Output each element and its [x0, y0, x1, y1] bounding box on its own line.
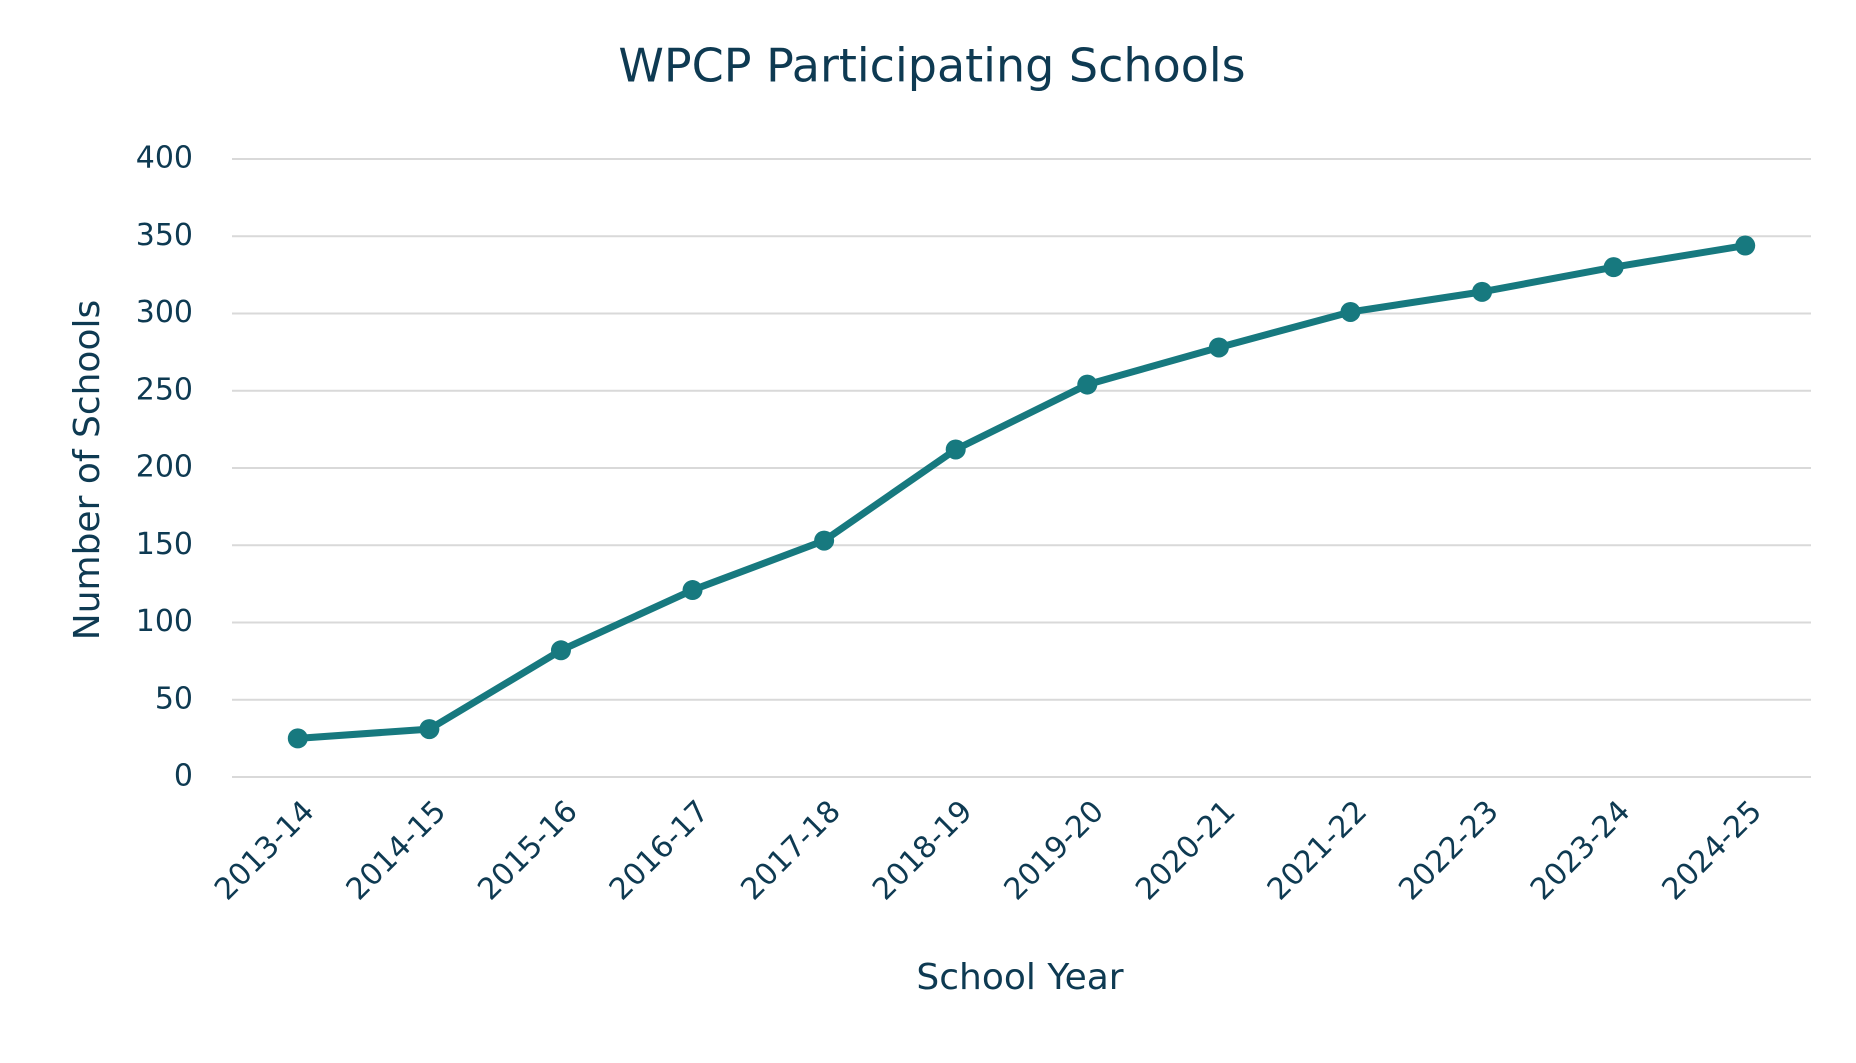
x-tick-label: 2015-16 — [471, 794, 584, 907]
chart-title: WPCP Participating Schools — [618, 39, 1245, 93]
point — [1077, 374, 1098, 395]
x-tick-label: 2022-23 — [1392, 794, 1505, 907]
y-tick-label: 350 — [136, 218, 193, 253]
point — [1735, 235, 1756, 256]
point — [1603, 257, 1624, 278]
y-tick-label: 300 — [136, 295, 193, 330]
x-tick-label: 2017-18 — [734, 794, 847, 907]
point — [682, 580, 703, 601]
point — [1340, 301, 1361, 322]
point — [287, 728, 308, 749]
y-tick-label: 200 — [136, 450, 193, 485]
y-tick-label: 0 — [174, 759, 193, 794]
x-tick-label: 2019-20 — [998, 794, 1111, 907]
y-tick-label: 100 — [136, 604, 193, 639]
x-axis-title: School Year — [916, 957, 1123, 998]
x-tick-label: 2016-17 — [603, 794, 716, 907]
x-tick-label: 2021-22 — [1261, 794, 1374, 907]
point — [550, 640, 571, 661]
point — [419, 719, 440, 740]
y-tick-label: 400 — [136, 141, 193, 176]
x-tick-label: 2013-14 — [208, 794, 321, 907]
point — [1472, 281, 1493, 302]
x-tick-label: 2023-24 — [1524, 794, 1637, 907]
point — [1208, 337, 1229, 358]
line — [294, 242, 1749, 742]
x-tick-label: 2024-25 — [1655, 794, 1768, 907]
point — [945, 439, 966, 460]
y-axis-title: Number of Schools — [67, 300, 108, 640]
point — [814, 530, 835, 551]
x-tick-label: 2020-21 — [1129, 794, 1242, 907]
y-tick-label: 150 — [136, 527, 193, 562]
y-tick-label: 250 — [136, 372, 193, 407]
y-tick-label: 50 — [155, 681, 193, 716]
x-tick-label: 2018-19 — [866, 794, 979, 907]
x-tick-label: 2014-15 — [340, 794, 453, 907]
